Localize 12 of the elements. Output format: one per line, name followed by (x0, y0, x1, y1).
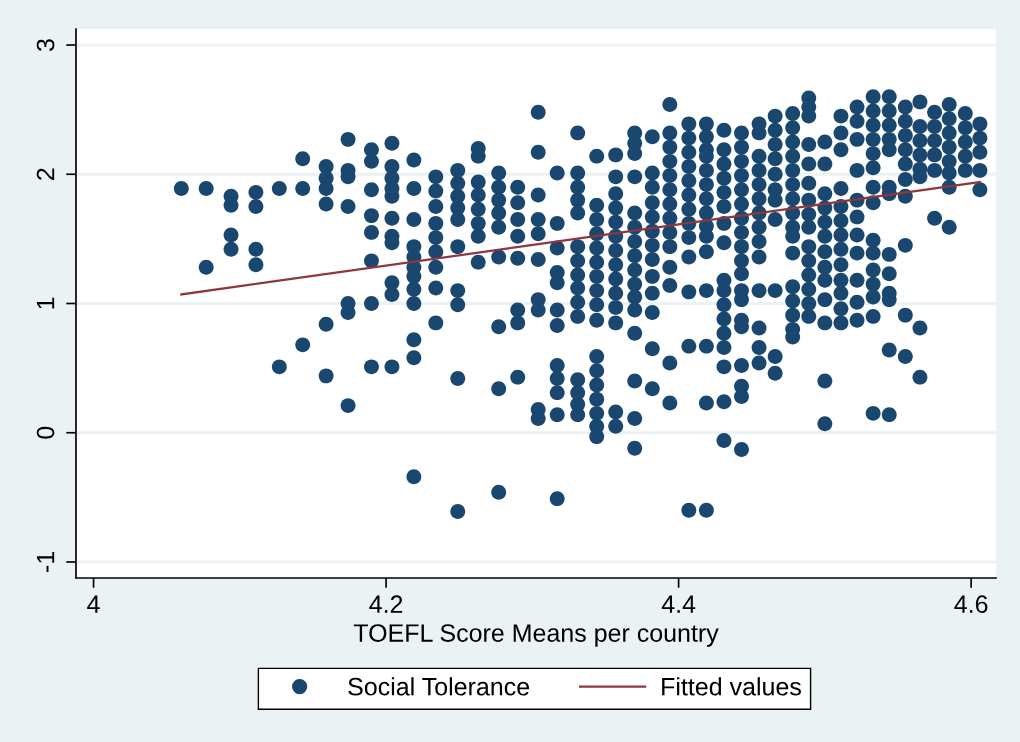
y-tick-label: 0 (36, 426, 55, 439)
legend-label: Social Tolerance (348, 677, 529, 696)
legend-label: Fitted values (662, 677, 801, 696)
x-tick-label: 4.2 (369, 595, 403, 613)
y-tick-label: 2 (36, 168, 55, 180)
x-tick-label: 4 (87, 595, 100, 613)
y-tick-label: 1 (36, 297, 55, 309)
x-tick-label: 4.4 (661, 595, 696, 613)
x-axis-title: TOEFL Score Means per country (353, 624, 719, 647)
x-tick-label: 4.6 (954, 595, 988, 614)
y-tick-label: 3 (36, 39, 55, 52)
y-tick-label: -1 (36, 552, 55, 572)
